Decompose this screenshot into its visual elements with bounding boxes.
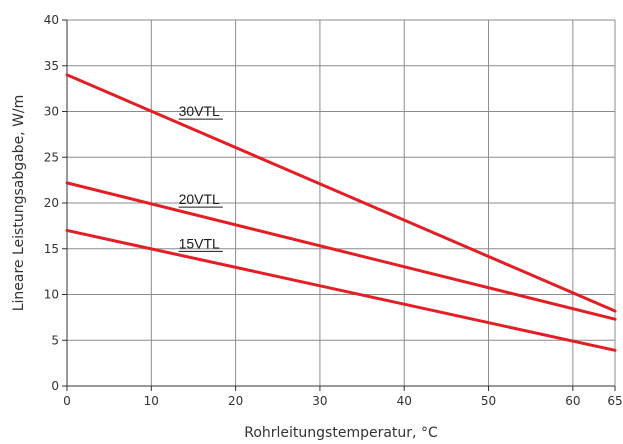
y-tick-label: 20 (44, 196, 59, 210)
series-line-20vtl (65, 181, 617, 321)
x-tick-label: 60 (565, 394, 580, 408)
y-tick-label: 30 (44, 105, 59, 119)
x-tick-label: 50 (481, 394, 496, 408)
series-line-30vtl (65, 73, 617, 313)
x-tick-label: 40 (397, 394, 412, 408)
x-axis-title: Rohrleitungstemperatur, °C (244, 425, 438, 441)
y-tick-label: 5 (51, 333, 59, 347)
series-lines (65, 73, 617, 352)
y-tick-label: 0 (51, 379, 59, 393)
series-label-30vtl: 30VTL (179, 103, 220, 119)
y-axis-title: Lineare Leistungsabgabe, W/m (11, 95, 27, 312)
series-label-20vtl: 20VTL (179, 191, 220, 207)
x-tick-label: 20 (228, 394, 243, 408)
y-tick-label: 35 (44, 59, 59, 73)
y-tick-label: 25 (44, 150, 59, 164)
series-line-15vtl (65, 228, 617, 352)
series-label-15vtl: 15VTL (179, 235, 220, 251)
axes: 0 5 10 15 20 25 30 35 40 0 10 20 30 40 50 60 65 (44, 13, 623, 408)
x-tick-label: 30 (312, 394, 327, 408)
x-tick-label: 65 (607, 394, 622, 408)
y-tick-label: 40 (44, 13, 59, 27)
series-labels: 30VTL 20VTL 15VTL (178, 103, 223, 252)
x-tick-label: 10 (144, 394, 159, 408)
y-tick-label: 10 (44, 288, 59, 302)
y-tick-label: 15 (44, 242, 59, 256)
x-tick-label: 0 (63, 394, 71, 408)
grid (67, 19, 616, 386)
